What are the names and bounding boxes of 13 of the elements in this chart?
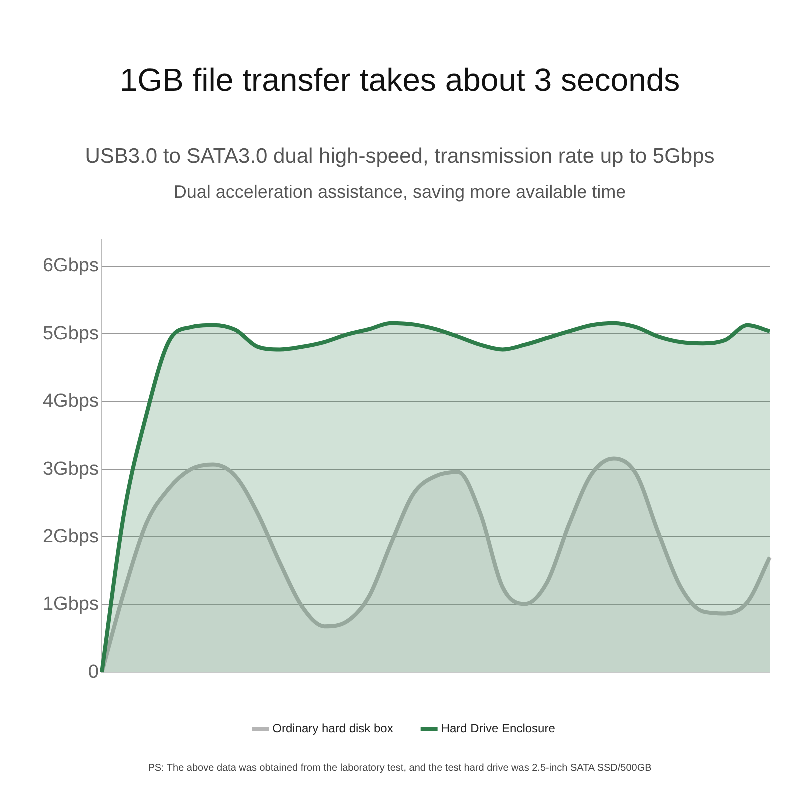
legend-label: Ordinary hard disk box [272,721,394,736]
chart-subtitle: USB3.0 to SATA3.0 dual high-speed, transmission rate up to 5Gbps [84,145,716,169]
y-tick-label: 1Gbps [42,594,99,616]
y-tick-label: 5Gbps [42,323,99,344]
y-tick-label: 3Gbps [42,458,99,480]
text: PS: The above data was obtained from the laboratory test, and the test hard drive was 2.5-inch SATA SSD/500GB [147,763,653,774]
legend-label: Hard Drive Enclosure [441,721,556,736]
y-tick-label: 0 [88,662,99,683]
text: Dual acceleration assistance, saving more available time [172,182,628,203]
y-tick-label: 6Gbps [42,256,99,277]
y-tick-label: 4Gbps [42,391,99,412]
y-tick-label: 2Gbps [42,526,99,548]
chart-title: 1GB file transfer takes about 3 seconds [118,62,682,99]
